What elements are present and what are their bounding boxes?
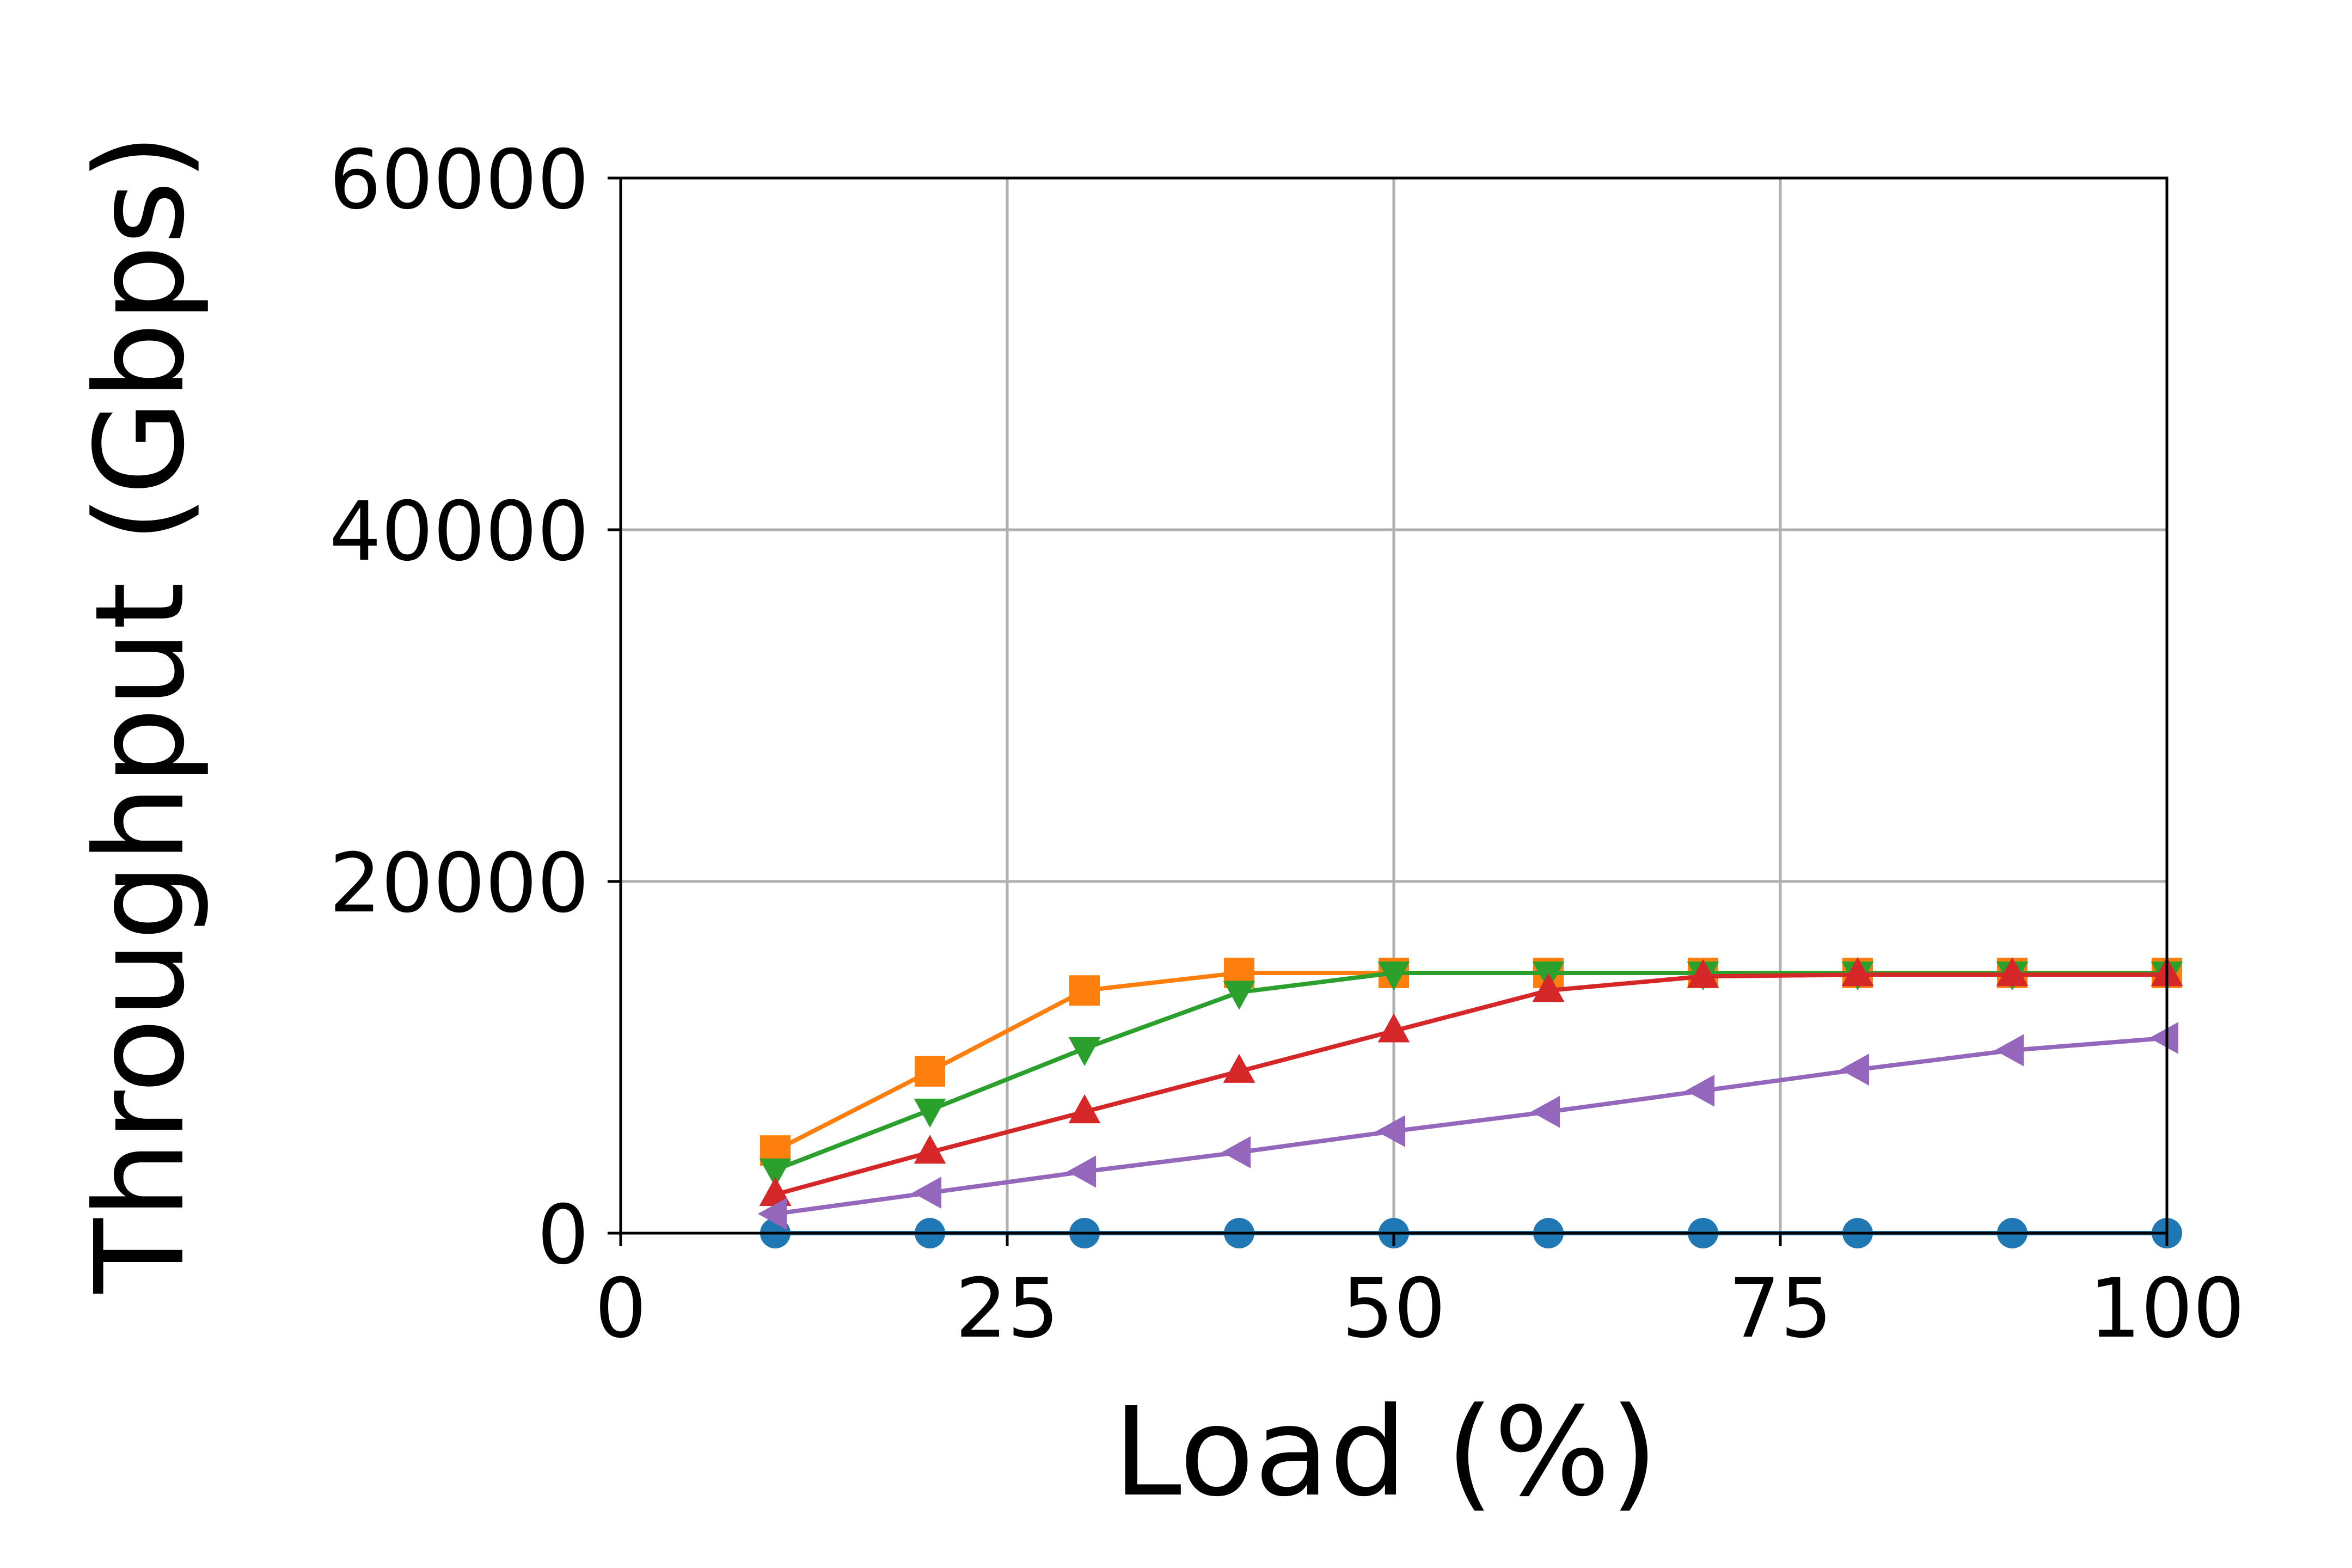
series-line	[774, 972, 2167, 1197]
data-point	[1377, 1013, 1410, 1043]
y-tick-label: 40000	[329, 485, 589, 579]
data-point	[1994, 1034, 2024, 1067]
data-point	[759, 1158, 792, 1187]
data-point	[759, 1177, 792, 1206]
y-tick-label: 20000	[329, 836, 589, 931]
ticks: 0 25 50 75 100 0 20000 40000 60000	[329, 133, 2245, 1356]
series-line	[775, 1036, 2167, 1216]
data-point	[915, 1056, 945, 1087]
data-point	[757, 1198, 787, 1230]
data-point	[1376, 1115, 1405, 1148]
data-point	[2149, 1022, 2178, 1054]
data-point	[1532, 973, 1565, 1002]
series-5	[757, 1022, 2178, 1230]
data-point	[1067, 1155, 1096, 1188]
data-point	[1841, 957, 1874, 987]
data-point	[912, 1177, 941, 1209]
series-4	[759, 957, 2183, 1206]
x-tick-label: 100	[2089, 1261, 2245, 1356]
data-point	[1069, 975, 1100, 1006]
data-point	[1068, 1037, 1101, 1067]
data-point	[1223, 981, 1255, 1010]
data-point	[1840, 1054, 1869, 1086]
x-tick-label: 25	[955, 1261, 1059, 1356]
y-tick-label: 0	[537, 1188, 589, 1283]
x-tick-label: 50	[1342, 1261, 1446, 1356]
y-tick-label: 60000	[329, 133, 589, 228]
x-tick-label: 75	[1729, 1261, 1833, 1356]
data-point	[1530, 1095, 1560, 1128]
data-point	[914, 1135, 946, 1164]
data-point	[1685, 1074, 1714, 1107]
data-point	[1221, 1136, 1251, 1168]
data-point	[1687, 959, 1719, 988]
data-point	[1377, 961, 1410, 991]
data-point	[1996, 957, 2029, 987]
y-axis-label: Throughput (Gbps)	[69, 133, 212, 1294]
x-axis-label: Load (%)	[1113, 1381, 1658, 1524]
data-point	[1068, 1094, 1101, 1124]
x-tick-label: 0	[595, 1261, 646, 1356]
data-point	[1223, 1054, 1255, 1083]
data-point	[914, 1098, 946, 1128]
